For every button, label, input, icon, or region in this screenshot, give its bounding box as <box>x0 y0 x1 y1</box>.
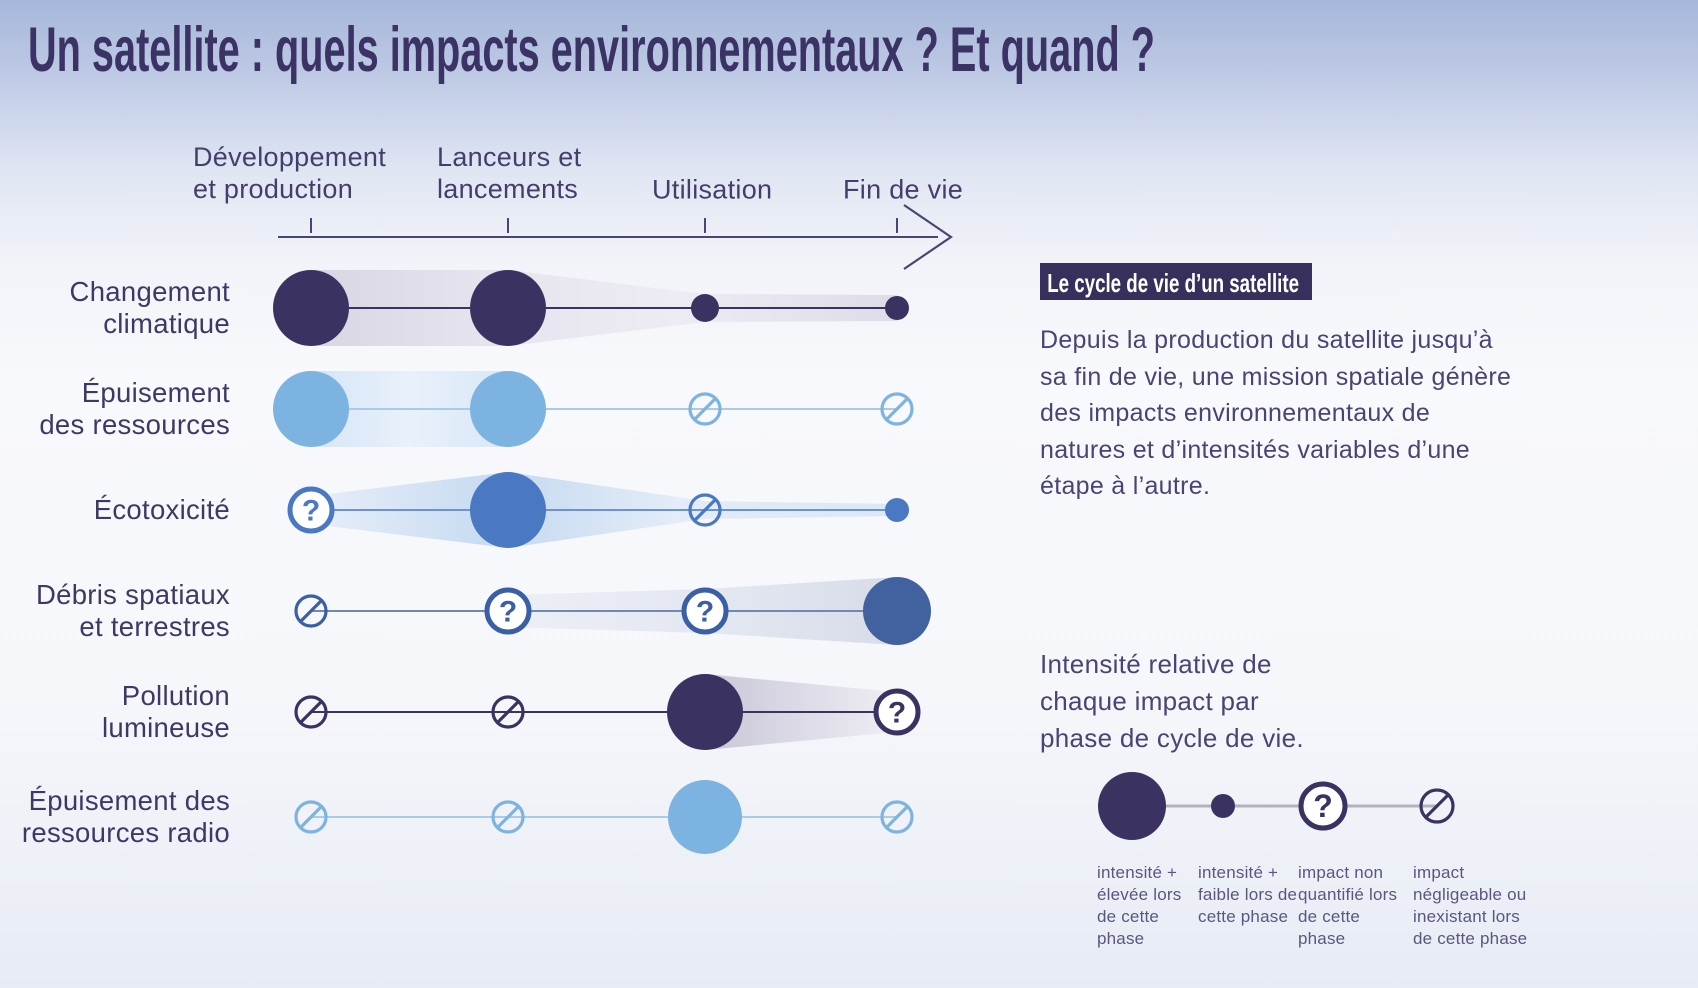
slash-glyph <box>693 397 717 421</box>
description-text: Depuis la production du satellite jusqu’… <box>1040 326 1512 500</box>
marker-high-icon <box>1098 772 1166 840</box>
impact-row-label: Épuisement des ressources <box>39 377 230 440</box>
section-badge: Le cycle de vie d’un satellite <box>1040 263 1312 300</box>
marker-none-icon <box>294 594 328 628</box>
question-glyph: ? <box>302 495 320 528</box>
legend-item-label: intensité + élevée lors de cette phase <box>1097 863 1182 949</box>
slash-glyph <box>496 700 520 724</box>
slash-glyph <box>299 700 323 724</box>
section-badge-label: Le cycle de vie d’un satellite <box>1047 268 1299 298</box>
marker-high-icon <box>273 371 349 447</box>
marker-question-icon <box>681 587 729 635</box>
legend-symbols: ? <box>1098 772 1455 840</box>
page-title: Un satellite : quels impacts environneme… <box>28 15 1155 85</box>
marker-none-icon <box>688 392 722 426</box>
marker-none-icon <box>688 493 722 527</box>
slash-glyph <box>1424 793 1450 819</box>
side-panel: Le cycle de vie d’un satellite Depuis la… <box>1040 0 1690 988</box>
impact-row-label: Pollution lumineuse <box>101 680 230 743</box>
marker-high-icon <box>470 371 546 447</box>
impact-row-label: Débris spatiaux et terrestres <box>35 579 230 642</box>
slash-glyph <box>299 599 323 623</box>
marker-none-icon <box>880 392 914 426</box>
slash-glyph <box>299 805 323 829</box>
marker-low-icon <box>885 296 909 320</box>
lifecycle-chart: ???? Développement et production Lanceurs… <box>21 142 964 854</box>
chart-canvas: ???? <box>273 204 953 854</box>
impact-row-label: Épuisement des ressources radio <box>21 785 230 848</box>
marker-high-icon <box>273 270 349 346</box>
marker-low-icon <box>1211 794 1235 818</box>
marker-low-icon <box>885 498 909 522</box>
slash-glyph <box>885 805 909 829</box>
marker-none-icon <box>491 800 525 834</box>
phase-label: Développement et production <box>193 142 387 205</box>
marker-high-icon <box>470 472 546 548</box>
impact-row-label: Écotoxicité <box>93 494 230 526</box>
phase-label: Lanceurs et lancements <box>437 142 582 205</box>
marker-none-icon <box>294 695 328 729</box>
legend-item-label: impact non quantifié lors de cette phase <box>1298 863 1398 949</box>
marker-question-icon <box>484 587 532 635</box>
phase-label: Fin de vie <box>843 174 964 205</box>
marker-none-icon <box>880 800 914 834</box>
impact-row-label: Changement climatique <box>69 276 230 339</box>
marker-high-icon <box>470 270 546 346</box>
question-glyph: ? <box>888 697 906 730</box>
legend-item-label: intensité + faible lors de cette phase <box>1198 863 1298 927</box>
legend-item-label: impact négligeable ou inexistant lors de… <box>1413 863 1528 949</box>
marker-high-icon <box>667 674 743 750</box>
question-glyph: ? <box>499 596 517 629</box>
question-glyph: ? <box>696 596 714 629</box>
marker-high-icon <box>863 577 931 645</box>
marker-low-icon <box>691 294 719 322</box>
legend-labels: intensité + élevée lors de cette phase in… <box>1040 862 1600 982</box>
marker-none-icon <box>491 695 525 729</box>
question-glyph: ? <box>1313 788 1333 824</box>
slash-glyph <box>885 397 909 421</box>
slash-glyph <box>496 805 520 829</box>
marker-none-icon <box>294 800 328 834</box>
phase-label: Utilisation <box>652 174 773 205</box>
marker-question-icon <box>873 688 921 736</box>
legend-title: Intensité relative de chaque impact par … <box>1040 649 1304 753</box>
axis-arrow-icon <box>903 204 953 270</box>
marker-question-icon <box>287 486 335 534</box>
slash-glyph <box>693 498 717 522</box>
marker-high-icon <box>668 780 742 854</box>
marker-question-icon <box>1298 781 1348 831</box>
marker-none-icon <box>1419 788 1455 824</box>
